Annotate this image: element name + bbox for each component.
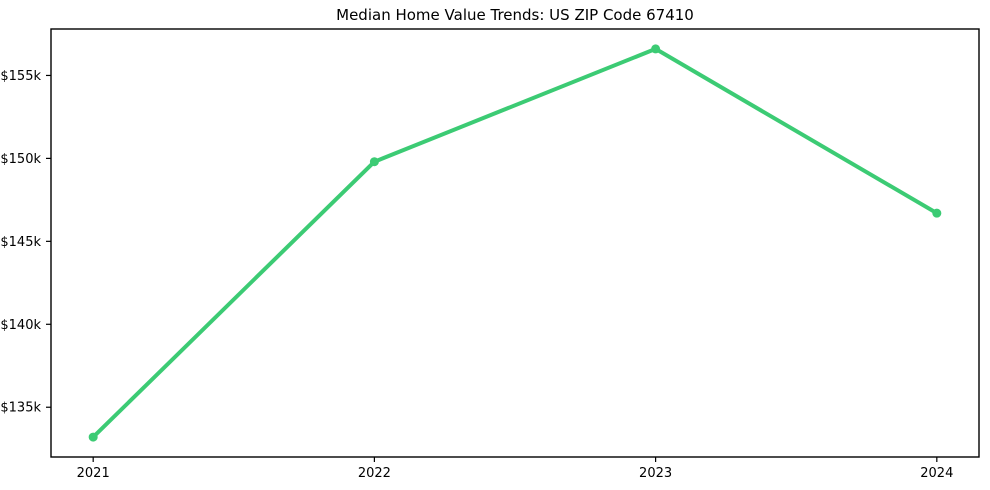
data-point [651, 44, 661, 54]
chart-title: Median Home Value Trends: US ZIP Code 67… [336, 6, 694, 24]
y-tick-label: $145k [0, 235, 41, 250]
y-tick-label: $155k [0, 69, 41, 84]
y-tick-label: $135k [0, 401, 41, 416]
x-tick-label: 2022 [358, 466, 391, 481]
x-tick-label: 2023 [639, 466, 672, 481]
data-point [369, 157, 379, 167]
x-tick-label: 2024 [920, 466, 953, 481]
data-point [88, 432, 98, 442]
data-point [932, 208, 942, 218]
y-tick-label: $150k [0, 152, 41, 167]
x-tick-label: 2021 [77, 466, 110, 481]
trend-line [91, 46, 939, 440]
y-tick-label: $140k [0, 318, 41, 333]
plot-border [50, 28, 980, 458]
